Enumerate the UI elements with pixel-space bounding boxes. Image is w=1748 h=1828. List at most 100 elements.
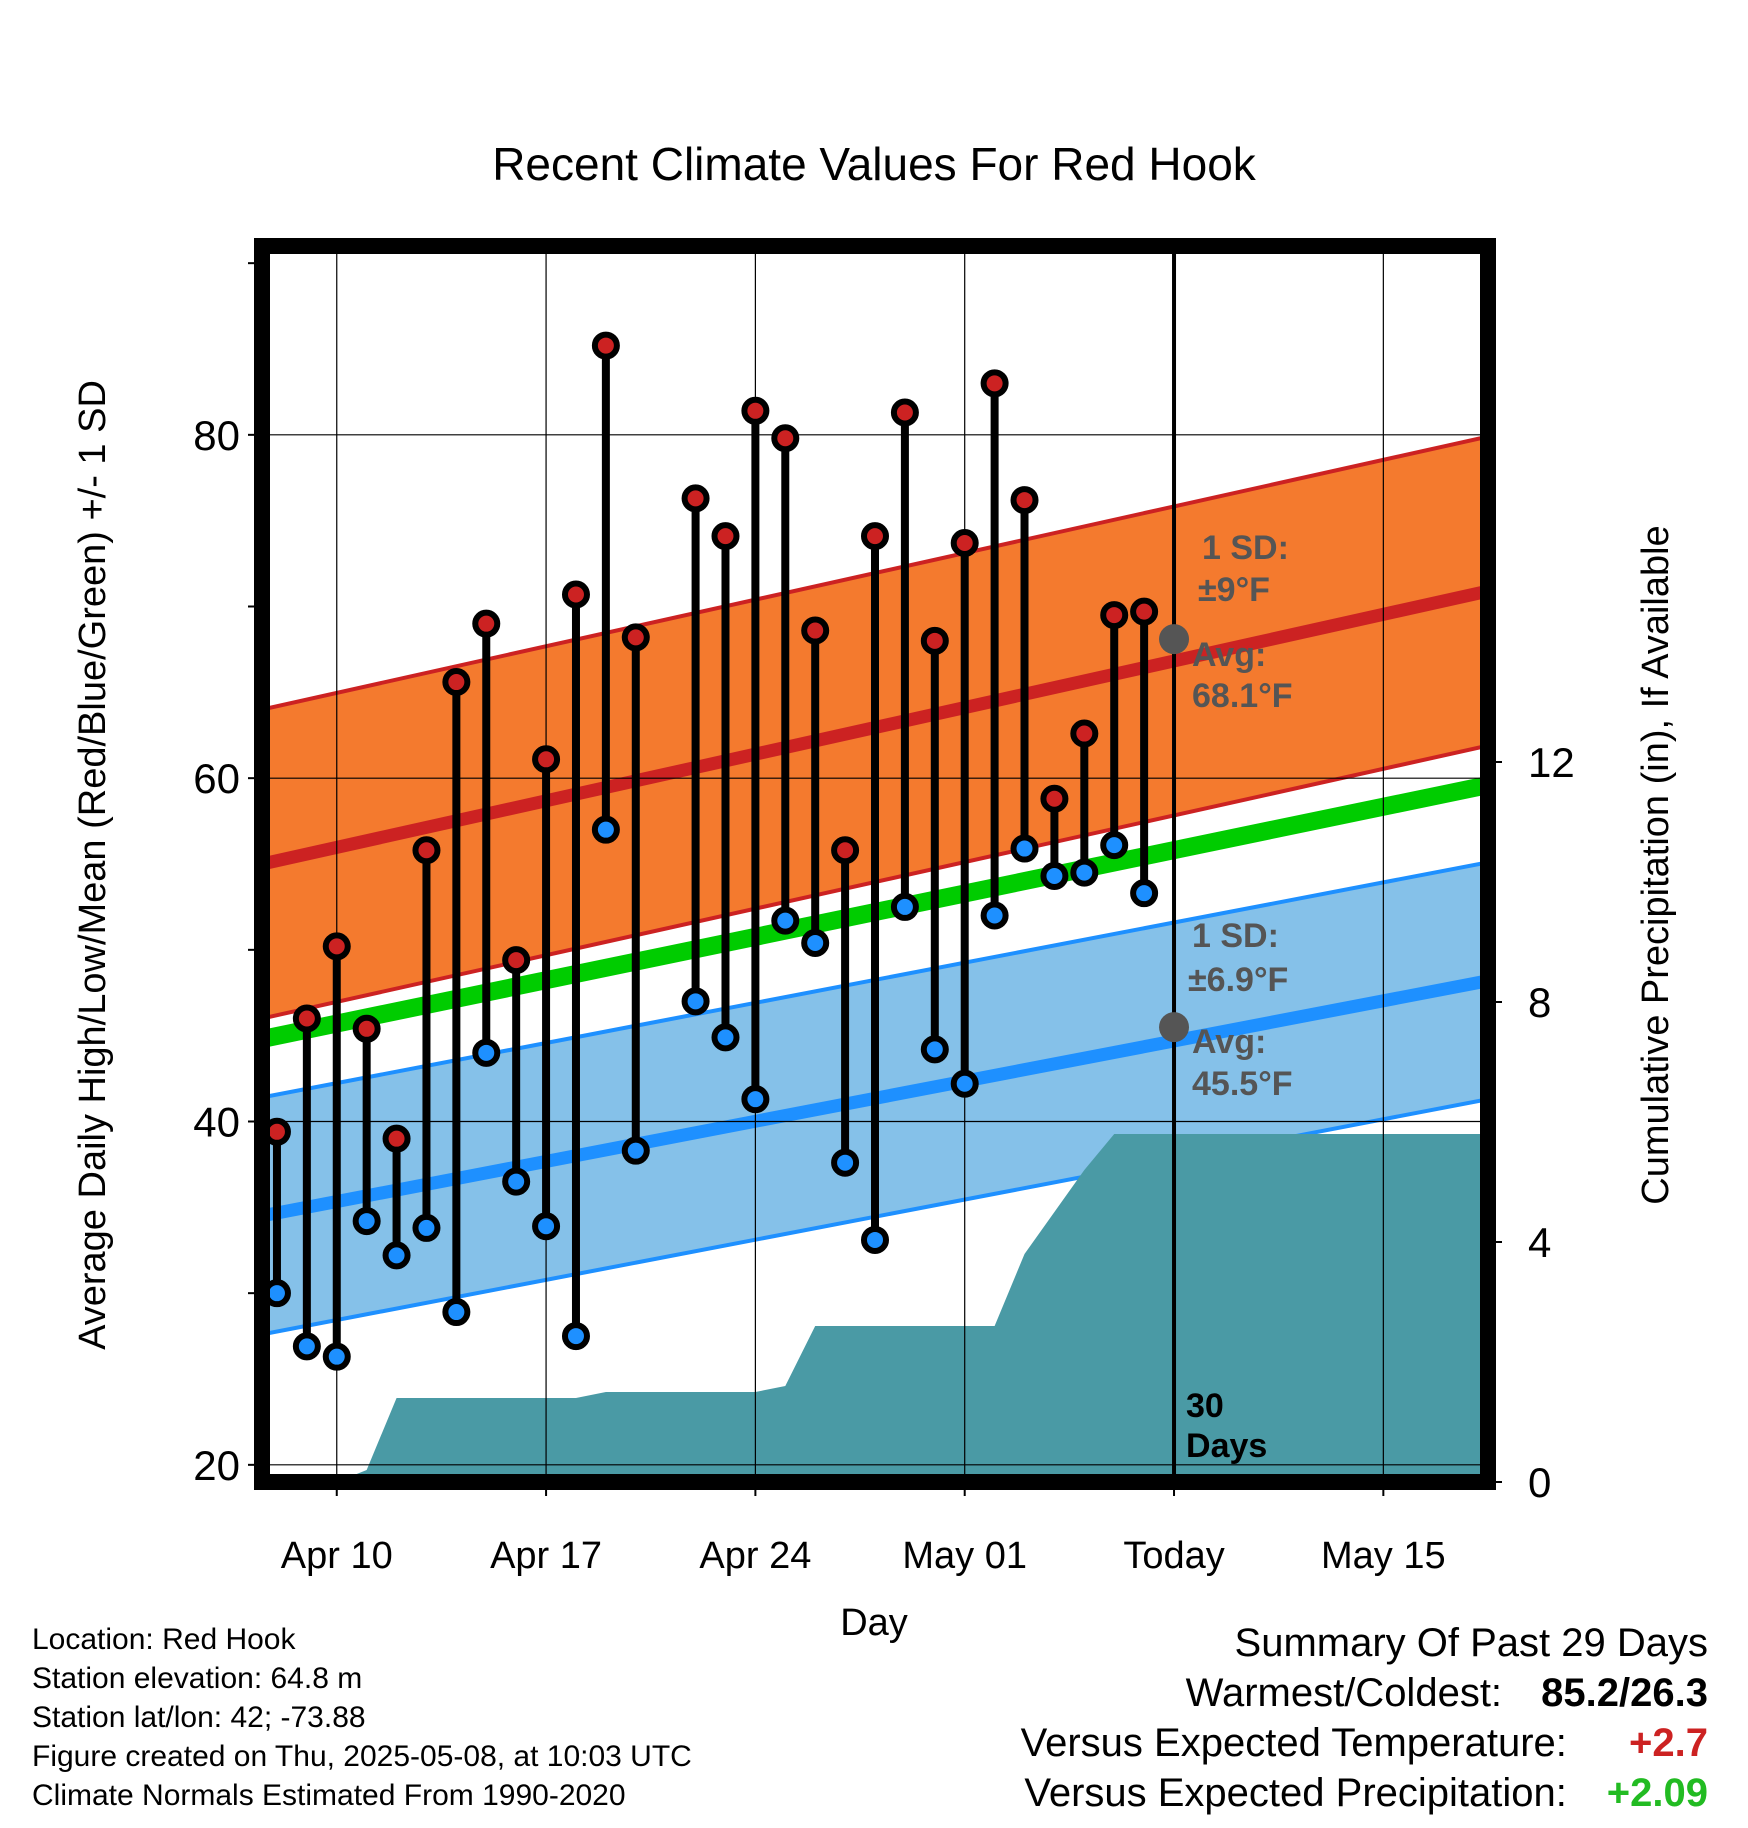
location-text: Location: Red Hook xyxy=(32,1623,296,1656)
daily-high-point xyxy=(561,580,590,609)
daily-high-point xyxy=(1130,597,1159,626)
daily-high-point xyxy=(771,424,800,453)
daily-high-point xyxy=(861,522,889,551)
daily-high-point xyxy=(950,528,979,557)
daily-high-point xyxy=(442,668,471,697)
daily-high-point xyxy=(711,522,740,551)
daily-low-point xyxy=(831,1148,860,1177)
y2-tick-label: 0 xyxy=(1528,1459,1551,1506)
precip-anomaly-row: Versus Expected Precipitation: +2.09 xyxy=(1021,1768,1708,1818)
daily-low-point xyxy=(591,815,620,844)
plot-inner xyxy=(262,246,1488,1482)
daily-low-point xyxy=(1070,858,1099,887)
daily-high-point xyxy=(980,369,1009,398)
high-avg-value: 68.1°F xyxy=(1192,677,1293,715)
daily-low-point xyxy=(681,987,710,1016)
daily-low-point xyxy=(980,901,1009,930)
normal-low-today-marker xyxy=(1159,1012,1190,1043)
daily-low-point xyxy=(412,1213,441,1242)
station-info: Location: Red Hook Station elevation: 64… xyxy=(32,1620,692,1815)
x-tick-label: Apr 24 xyxy=(699,1535,811,1577)
today-days-unit: Days xyxy=(1186,1427,1267,1465)
daily-low-point xyxy=(382,1241,411,1270)
y2-tick-label: 8 xyxy=(1528,979,1551,1026)
daily-high-point xyxy=(1070,719,1099,748)
daily-high-point xyxy=(1010,486,1039,515)
y-tick-label: 20 xyxy=(193,1442,240,1489)
daily-low-point xyxy=(322,1342,351,1371)
warm-cold-value: 85.2/26.3 xyxy=(1541,1671,1708,1715)
temp-anomaly-value: +2.7 xyxy=(1629,1721,1708,1765)
low-avg-label: Avg: xyxy=(1192,1023,1266,1061)
daily-high-point xyxy=(532,745,561,774)
precip-anomaly-label: Versus Expected Precipitation: xyxy=(1024,1771,1567,1815)
daily-low-point xyxy=(621,1136,650,1165)
today-days-count: 30 xyxy=(1186,1387,1224,1425)
high-sd-label: 1 SD: xyxy=(1202,529,1289,567)
x-tick-label: Apr 10 xyxy=(281,1535,393,1577)
daily-high-point xyxy=(352,1014,381,1043)
high-avg-label: Avg: xyxy=(1192,636,1266,674)
plot-frame xyxy=(254,238,1496,1490)
daily-low-point xyxy=(861,1225,889,1254)
temp-anomaly-row: Versus Expected Temperature: +2.7 xyxy=(1021,1718,1708,1768)
daily-low-point xyxy=(502,1167,531,1196)
daily-low-point xyxy=(561,1322,590,1351)
latlon-text: Station lat/lon: 42; -73.88 xyxy=(32,1701,366,1734)
cumulative-precip-area xyxy=(262,1134,1488,1482)
daily-high-point xyxy=(502,946,531,975)
daily-high-point xyxy=(741,396,770,425)
x-tick-label: May 15 xyxy=(1321,1535,1446,1577)
daily-low-point xyxy=(741,1085,770,1114)
daily-high-point xyxy=(382,1124,411,1153)
daily-high-point xyxy=(920,626,949,655)
warm-cold-label: Warmest/Coldest: xyxy=(1185,1671,1503,1715)
daily-high-point xyxy=(472,609,501,638)
daily-low-point xyxy=(890,892,919,921)
temp-anomaly-label: Versus Expected Temperature: xyxy=(1020,1721,1567,1765)
daily-high-point xyxy=(1100,601,1129,630)
warm-cold-row: Warmest/Coldest: 85.2/26.3 xyxy=(1021,1668,1708,1718)
x-axis-label: Day xyxy=(840,1602,908,1644)
daily-high-point xyxy=(292,1004,321,1033)
high-sd-value: ±9°F xyxy=(1198,571,1270,609)
normals-text: Climate Normals Estimated From 1990-2020 xyxy=(32,1779,626,1812)
daily-low-point xyxy=(771,906,800,935)
daily-low-point xyxy=(920,1035,949,1064)
daily-high-point xyxy=(801,616,830,645)
daily-low-point xyxy=(472,1038,501,1067)
elevation-text: Station elevation: 64.8 m xyxy=(32,1662,363,1695)
y-axis-label: Average Daily High/Low/Mean (Red/Blue/Gr… xyxy=(72,380,114,1350)
y2-tick-label: 4 xyxy=(1528,1219,1551,1266)
daily-high-point xyxy=(591,331,620,360)
chart-title: Recent Climate Values For Red Hook xyxy=(492,138,1257,190)
daily-low-point xyxy=(801,928,830,957)
daily-low-point xyxy=(1040,862,1069,891)
x-tick-label: Apr 17 xyxy=(490,1535,602,1577)
low-sd-value: ±6.9°F xyxy=(1188,961,1288,999)
normal-high-today-marker xyxy=(1159,624,1190,655)
daily-low-point xyxy=(950,1069,979,1098)
daily-high-point xyxy=(322,932,351,961)
y-tick-label: 40 xyxy=(193,1099,240,1146)
y-tick-label: 60 xyxy=(193,755,240,802)
daily-high-point xyxy=(890,398,919,427)
created-text: Figure created on Thu, 2025-05-08, at 10… xyxy=(32,1740,692,1773)
daily-high-point xyxy=(681,484,710,513)
y2-tick-label: 12 xyxy=(1528,739,1575,786)
daily-low-point xyxy=(1130,879,1159,908)
daily-high-point xyxy=(412,836,441,865)
daily-low-point xyxy=(292,1332,321,1361)
daily-high-point xyxy=(1040,784,1069,813)
daily-low-point xyxy=(352,1207,381,1236)
daily-high-point xyxy=(621,623,650,652)
x-tick-label: May 01 xyxy=(902,1535,1027,1577)
y-tick-label: 80 xyxy=(193,412,240,459)
low-avg-value: 45.5°F xyxy=(1192,1065,1293,1103)
summary-title: Summary Of Past 29 Days xyxy=(1234,1621,1708,1665)
daily-low-point xyxy=(1010,834,1039,863)
daily-low-point xyxy=(532,1212,561,1241)
daily-low-point xyxy=(1100,831,1129,860)
